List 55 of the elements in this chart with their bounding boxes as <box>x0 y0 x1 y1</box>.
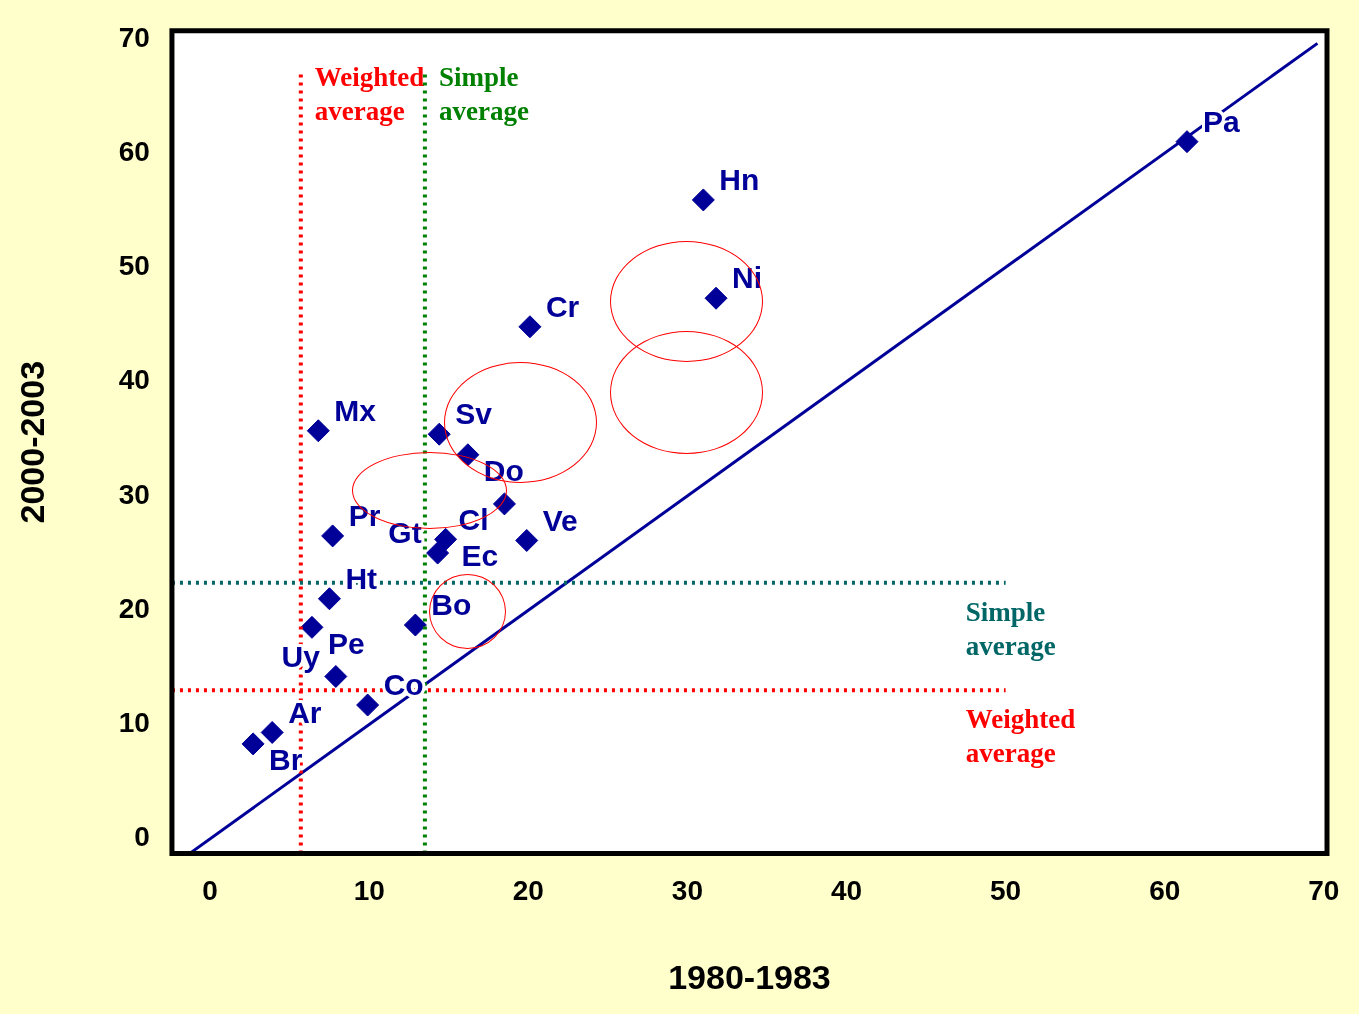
point <box>427 422 451 446</box>
y-tick-label: 70 <box>118 21 150 53</box>
point <box>403 613 427 637</box>
y-tick-label: 50 <box>118 250 150 282</box>
point <box>434 527 458 551</box>
data-label: Ar <box>288 695 322 729</box>
point <box>356 693 380 717</box>
x-tick-label: 30 <box>671 875 703 907</box>
data-label: Ec <box>461 538 499 572</box>
data-label: Ve <box>542 503 578 537</box>
y-tick-label: 10 <box>118 707 150 739</box>
ref-line-label: Weighted average <box>965 704 1076 769</box>
data-label: Uy <box>281 639 321 673</box>
y-tick-label: 20 <box>118 592 150 624</box>
point <box>324 664 348 688</box>
data-label: Bo <box>431 588 472 622</box>
point <box>321 524 345 548</box>
data-label: Gt <box>388 516 422 550</box>
y-tick-label: 0 <box>134 821 150 853</box>
data-label: Hn <box>719 163 760 197</box>
point <box>515 528 539 552</box>
point <box>492 492 516 516</box>
x-tick-label: 10 <box>353 875 385 907</box>
data-label: Co <box>383 668 424 702</box>
point <box>691 188 715 212</box>
data-label: Cr <box>545 290 580 324</box>
data-label: Pe <box>327 626 365 660</box>
y-tick-label: 40 <box>118 364 150 396</box>
x-tick-label: 50 <box>990 875 1022 907</box>
data-label: Ht <box>345 562 378 596</box>
ref-line-label: Simple average <box>438 61 529 126</box>
point <box>306 419 330 443</box>
point <box>317 587 341 611</box>
data-label: Sv <box>455 397 493 431</box>
x-tick-label: 20 <box>512 875 544 907</box>
point <box>1175 130 1199 154</box>
point <box>518 315 542 339</box>
y-tick-label: 60 <box>118 135 150 167</box>
data-label: Pa <box>1202 104 1240 138</box>
data-label: Mx <box>334 394 377 428</box>
ref-line-label: Simple average <box>965 596 1056 661</box>
data-label: Br <box>269 743 303 777</box>
x-tick-label: 70 <box>1308 875 1340 907</box>
x-tick-label: 60 <box>1149 875 1181 907</box>
point <box>300 615 324 639</box>
point <box>426 541 450 565</box>
point <box>241 732 265 756</box>
point <box>704 286 728 310</box>
x-tick-label: 40 <box>830 875 863 907</box>
point <box>260 720 284 744</box>
ref-line-label: Weighted average <box>314 61 425 126</box>
y-axis-title: 2000-2003 <box>12 360 51 524</box>
y-tick-label: 30 <box>118 478 150 510</box>
x-axis-title: 1980-1983 <box>668 957 831 996</box>
x-tick-label: 0 <box>202 875 218 907</box>
